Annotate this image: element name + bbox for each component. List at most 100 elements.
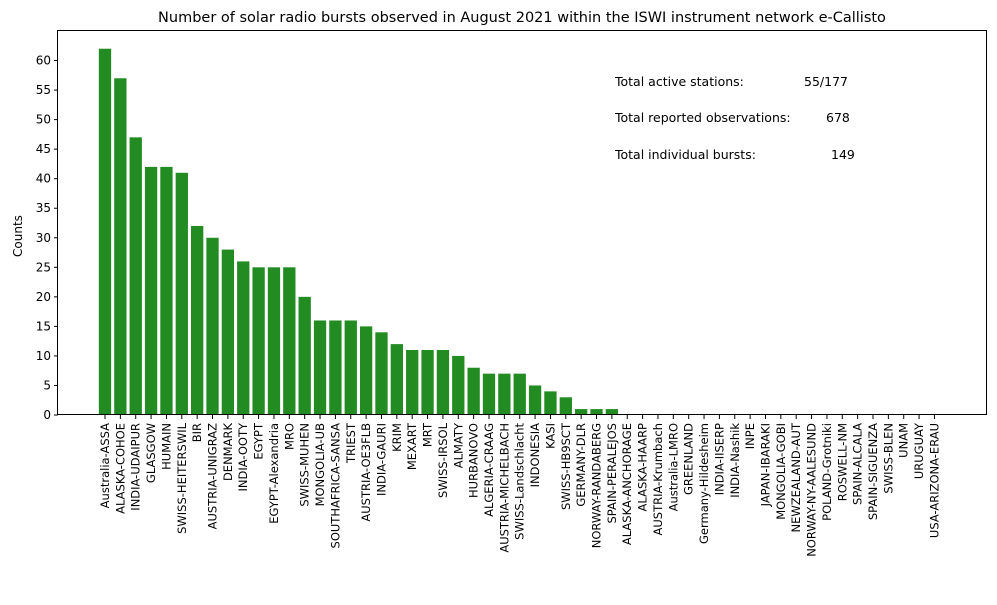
x-tick-label: HUMAIN — [159, 423, 173, 470]
annotation-value-individual-bursts: 149 — [831, 147, 855, 162]
statistics-annotations: Total active stations: 55/177 Total repo… — [614, 74, 855, 162]
x-tick-label: ROSWELL-NM — [835, 423, 849, 501]
x-tick-label: ALASKA-HAARP — [636, 423, 650, 511]
annotation-value-active-stations: 55/177 — [804, 74, 848, 89]
bar-mrt — [421, 350, 434, 415]
x-tick-label: KASI — [543, 423, 557, 449]
x-tick-label: EGYPT — [252, 422, 266, 460]
annotation-value-reported-observations: 678 — [826, 110, 850, 125]
x-tick-label: POLAND-Grotniki — [820, 423, 834, 521]
bar-norway-randaberg — [590, 409, 603, 415]
x-tick-label: MRT — [421, 422, 435, 447]
x-tick-label: KRIM — [390, 423, 404, 452]
y-tick-label: 30 — [36, 231, 51, 245]
y-tick-label: 0 — [43, 408, 51, 422]
x-tick-label: INDIA-Nashik — [728, 423, 742, 498]
x-tick-label: INDIA-GAURI — [374, 423, 388, 496]
bar-southafrica-sansa — [329, 320, 342, 415]
bar-india-gauri — [375, 332, 388, 415]
chart-title: Number of solar radio bursts observed in… — [158, 10, 886, 26]
bar-mexart — [406, 350, 419, 415]
y-tick-label: 10 — [36, 349, 51, 363]
x-tick-label: HURBANOVO — [467, 423, 481, 498]
x-tick-label: DENMARK — [221, 423, 235, 482]
y-tick-label: 40 — [36, 172, 51, 186]
bar-germany-dlr — [575, 409, 588, 415]
bar-egypt — [252, 267, 265, 415]
bar-algeria-craag — [482, 373, 496, 415]
x-tick-label: BIR — [190, 423, 204, 442]
x-tick-label: INDIA-OOTY — [236, 422, 250, 491]
x-axis: Australia-ASSA ALASKA-COHOE INDIA-UDAIPUR G… — [98, 415, 941, 557]
x-tick-label: SWISS-MUHEN — [298, 423, 312, 507]
x-tick-label: SWISS-Landschlacht — [513, 423, 527, 540]
x-tick-label: SPAIN-ALCALA — [851, 423, 865, 505]
x-tick-label: ALMATY — [451, 422, 465, 468]
x-tick-label: SWISS-HB9SCT — [559, 422, 573, 510]
x-tick-label: ALGERIA-CRAAG — [482, 423, 496, 517]
x-tick-label: MONGOLIA-GOBI — [774, 423, 788, 520]
x-tick-label: SPAIN-PERALEJOS — [605, 423, 619, 524]
x-tick-label: JAPAN-IBARAKI — [758, 423, 772, 507]
x-tick-label: NORWAY-RANDABERG — [590, 423, 604, 548]
x-tick-label: GLASGOW — [144, 423, 158, 483]
x-tick-label: ALASKA-ANCHORAGE — [620, 423, 634, 545]
bar-spain-peralejos — [605, 409, 619, 415]
x-tick-label: AUSTRIA-OE3FLB — [359, 423, 373, 522]
bar-austria-unigraz — [206, 237, 219, 415]
bar-kasi — [544, 391, 557, 415]
x-tick-label: GERMANY-DLR — [574, 423, 588, 507]
annotation-label-individual-bursts: Total individual bursts: — [614, 147, 756, 162]
bar-egypt-alexandria — [267, 267, 281, 415]
bar-humain — [160, 166, 173, 415]
bar-australia-assa — [98, 48, 112, 415]
annotation-label-reported-observations: Total reported observations: — [614, 110, 791, 125]
bar-glasgow — [144, 166, 158, 415]
x-tick-label: TRIEST — [344, 422, 358, 464]
y-tick-label: 35 — [36, 201, 51, 215]
bar-swiss-irsol — [436, 350, 450, 415]
bar-india-udaipur — [129, 137, 142, 415]
x-tick-label: MONGOLIA-UB — [313, 423, 327, 507]
x-tick-label: Australia-LMRO — [666, 423, 680, 511]
y-tick-label: 60 — [36, 54, 51, 68]
x-tick-label: AUSTRIA-Krumbach — [651, 423, 665, 535]
x-tick-label: AUSTRIA-MICHELBACH — [497, 423, 511, 553]
x-tick-label: MRO — [282, 423, 296, 450]
x-tick-label: NORWAY-NY-AALESUND — [805, 423, 819, 557]
bar-alaska-cohoe — [114, 78, 127, 415]
y-tick-label: 5 — [43, 378, 51, 392]
bar-indonesia — [528, 385, 542, 415]
bar-almaty — [452, 355, 465, 415]
bar-austria-michelbach — [498, 373, 511, 415]
bar-swiss-heiterswil — [175, 172, 188, 415]
x-tick-label: INDONESIA — [528, 423, 542, 487]
y-tick-label: 45 — [36, 142, 51, 156]
x-tick-label: USA-ARIZONA-ERAU — [927, 423, 941, 538]
bar-swiss-hb9sct — [559, 397, 572, 415]
x-tick-label: SWISS-HEITERSWIL — [175, 422, 189, 533]
bars — [98, 48, 619, 415]
x-tick-label: INPE — [743, 423, 757, 449]
x-tick-label: AUSTRIA-UNIGRAZ — [206, 423, 220, 529]
plot-frame — [57, 30, 987, 415]
x-tick-label: Germany-Hildesheim — [697, 423, 711, 544]
bar-india-ooty — [237, 261, 250, 415]
annotation-label-active-stations: Total active stations: — [614, 74, 744, 89]
y-tick-label: 55 — [36, 83, 51, 97]
x-tick-label: MEXART — [405, 422, 419, 470]
bar-austria-oe3flb — [359, 326, 373, 415]
bar-swiss-muhen — [298, 296, 311, 415]
y-tick-label: 20 — [36, 290, 51, 304]
bar-bir — [191, 225, 204, 415]
bar-triest — [344, 320, 357, 415]
bar-krim — [390, 344, 403, 415]
x-tick-label: GREENLAND — [682, 423, 696, 495]
bar-denmark — [221, 249, 235, 415]
x-tick-label: UNAM — [897, 423, 911, 458]
x-tick-label: SWISS-IRSOL — [436, 422, 450, 498]
x-tick-label: SPAIN-SIGUENZA — [866, 423, 880, 520]
x-tick-label: NEWZEALAND-AUT — [789, 422, 803, 532]
